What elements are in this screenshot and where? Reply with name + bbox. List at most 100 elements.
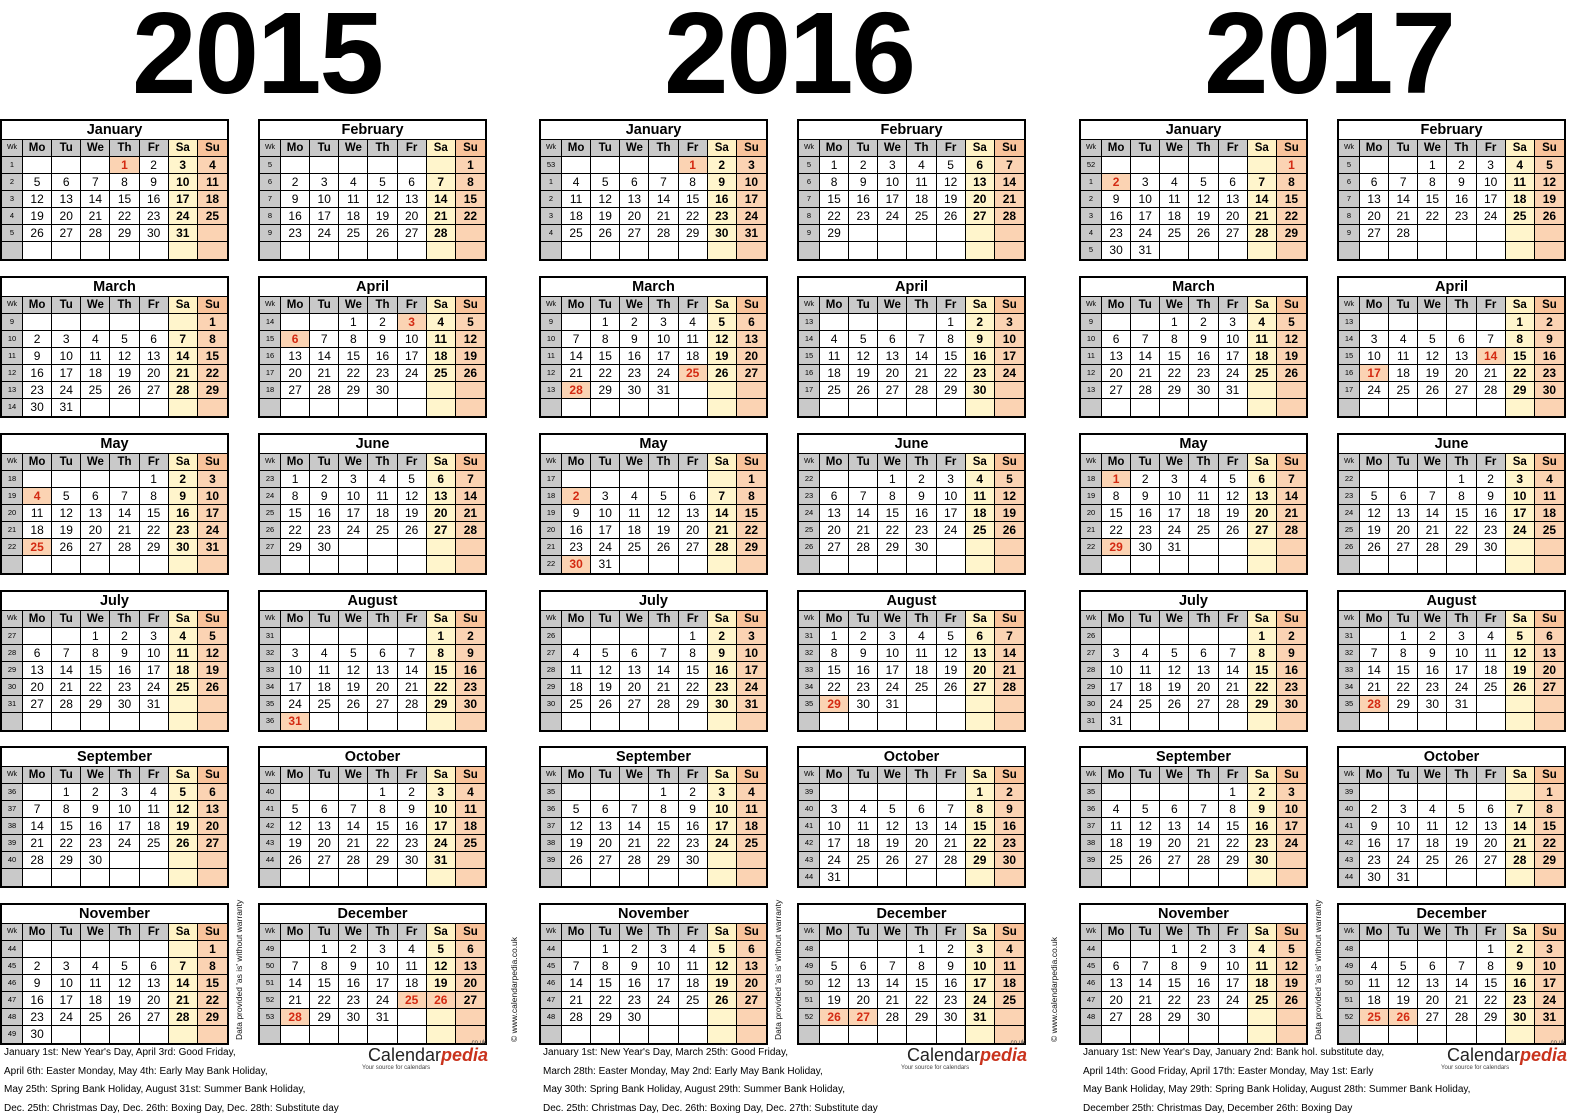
day-cell: 29 bbox=[427, 696, 456, 713]
day-cell: 28 bbox=[23, 852, 52, 869]
day-cell: 29 bbox=[81, 696, 110, 713]
day-cell: 30 bbox=[1535, 382, 1564, 399]
day-cell: 2 bbox=[620, 941, 649, 958]
month-name: January bbox=[2, 121, 227, 140]
week-number: 3 bbox=[541, 208, 562, 225]
day-cell: 19 bbox=[1447, 835, 1476, 852]
empty-cell bbox=[708, 713, 737, 730]
day-cell: 17 bbox=[398, 348, 427, 365]
day-cell: 25 bbox=[907, 679, 936, 696]
day-cell: 15 bbox=[966, 818, 995, 835]
holiday-notes: January 1st: New Year's Day, March 25th:… bbox=[543, 1044, 903, 1118]
week-number: 31 bbox=[1081, 713, 1102, 730]
empty-cell bbox=[1389, 157, 1418, 174]
week-number: 36 bbox=[541, 801, 562, 818]
weekday-header: Mo bbox=[562, 454, 591, 471]
empty-cell bbox=[23, 314, 52, 331]
empty-cell bbox=[198, 225, 227, 242]
empty-cell bbox=[1477, 713, 1506, 730]
day-cell: 10 bbox=[281, 662, 310, 679]
day-cell: 22 bbox=[1418, 208, 1447, 225]
weekday-header: Su bbox=[1277, 140, 1306, 157]
day-cell: 25 bbox=[1160, 225, 1189, 242]
empty-cell bbox=[198, 869, 227, 886]
empty-cell bbox=[907, 696, 936, 713]
day-cell: 9 bbox=[368, 331, 397, 348]
holiday-note-line: April 14th: Good Friday, April 17th: Eas… bbox=[1083, 1063, 1443, 1082]
weekday-header: Wk bbox=[799, 297, 820, 314]
day-cell: 8 bbox=[937, 331, 966, 348]
day-cell: 11 bbox=[1102, 818, 1131, 835]
day-cell: 19 bbox=[708, 348, 737, 365]
month-name: May bbox=[2, 435, 227, 454]
day-cell: 21 bbox=[81, 208, 110, 225]
day-cell: 24 bbox=[1389, 852, 1418, 869]
weekday-header: We bbox=[339, 924, 368, 941]
day-cell: 14 bbox=[1277, 488, 1306, 505]
weekday-header: Wk bbox=[799, 767, 820, 784]
day-cell: 9 bbox=[1189, 958, 1218, 975]
day-cell: 28 bbox=[708, 539, 737, 556]
day-cell: 6 bbox=[737, 941, 766, 958]
day-cell: 12 bbox=[110, 975, 139, 992]
day-cell: 1 bbox=[737, 471, 766, 488]
day-cell: 8 bbox=[1447, 488, 1476, 505]
day-cell: 18 bbox=[995, 975, 1024, 992]
day-cell: 29 bbox=[1535, 852, 1564, 869]
empty-cell bbox=[23, 713, 52, 730]
weekday-header: Mo bbox=[562, 297, 591, 314]
day-cell: 22 bbox=[198, 365, 227, 382]
empty-cell bbox=[1506, 784, 1535, 801]
weekday-header: Su bbox=[1277, 297, 1306, 314]
empty-cell bbox=[398, 157, 427, 174]
weekday-header: We bbox=[1418, 454, 1447, 471]
day-cell: 2 bbox=[849, 628, 878, 645]
empty-cell bbox=[937, 225, 966, 242]
week-number: 1 bbox=[2, 157, 23, 174]
weekday-header: Fr bbox=[937, 767, 966, 784]
weekday-header: Th bbox=[1189, 611, 1218, 628]
empty-cell bbox=[995, 713, 1024, 730]
empty-cell bbox=[23, 242, 52, 259]
day-cell: 28 bbox=[1131, 382, 1160, 399]
day-cell: 27 bbox=[1477, 852, 1506, 869]
empty-cell bbox=[620, 784, 649, 801]
empty-cell bbox=[339, 556, 368, 573]
day-cell: 12 bbox=[1160, 662, 1189, 679]
day-cell: 13 bbox=[966, 174, 995, 191]
empty-cell bbox=[679, 382, 708, 399]
empty-cell bbox=[820, 242, 849, 259]
day-cell: 30 bbox=[620, 1009, 649, 1026]
day-cell: 19 bbox=[708, 975, 737, 992]
day-cell: 29 bbox=[1506, 382, 1535, 399]
day-cell: 20 bbox=[1160, 835, 1189, 852]
day-cell: 24 bbox=[339, 522, 368, 539]
empty-cell bbox=[398, 242, 427, 259]
empty-cell bbox=[1447, 242, 1476, 259]
week-number: 15 bbox=[1339, 348, 1360, 365]
day-cell: 3 bbox=[591, 488, 620, 505]
empty-cell bbox=[140, 869, 169, 886]
day-cell: 16 bbox=[339, 975, 368, 992]
day-cell: 29 bbox=[281, 539, 310, 556]
weekday-header: We bbox=[1160, 454, 1189, 471]
empty-cell bbox=[649, 1009, 678, 1026]
week-number: 11 bbox=[541, 348, 562, 365]
day-cell: 12 bbox=[1389, 975, 1418, 992]
week-number bbox=[260, 399, 281, 416]
day-cell: 24 bbox=[1535, 992, 1564, 1009]
day-cell: 24 bbox=[649, 365, 678, 382]
day-cell: 16 bbox=[1102, 208, 1131, 225]
empty-cell bbox=[878, 242, 907, 259]
weekday-header: Wk bbox=[2, 140, 23, 157]
week-number: 35 bbox=[541, 784, 562, 801]
week-number: 48 bbox=[1081, 1009, 1102, 1026]
empty-cell bbox=[1160, 713, 1189, 730]
day-cell: 16 bbox=[620, 348, 649, 365]
day-cell: 28 bbox=[1477, 382, 1506, 399]
